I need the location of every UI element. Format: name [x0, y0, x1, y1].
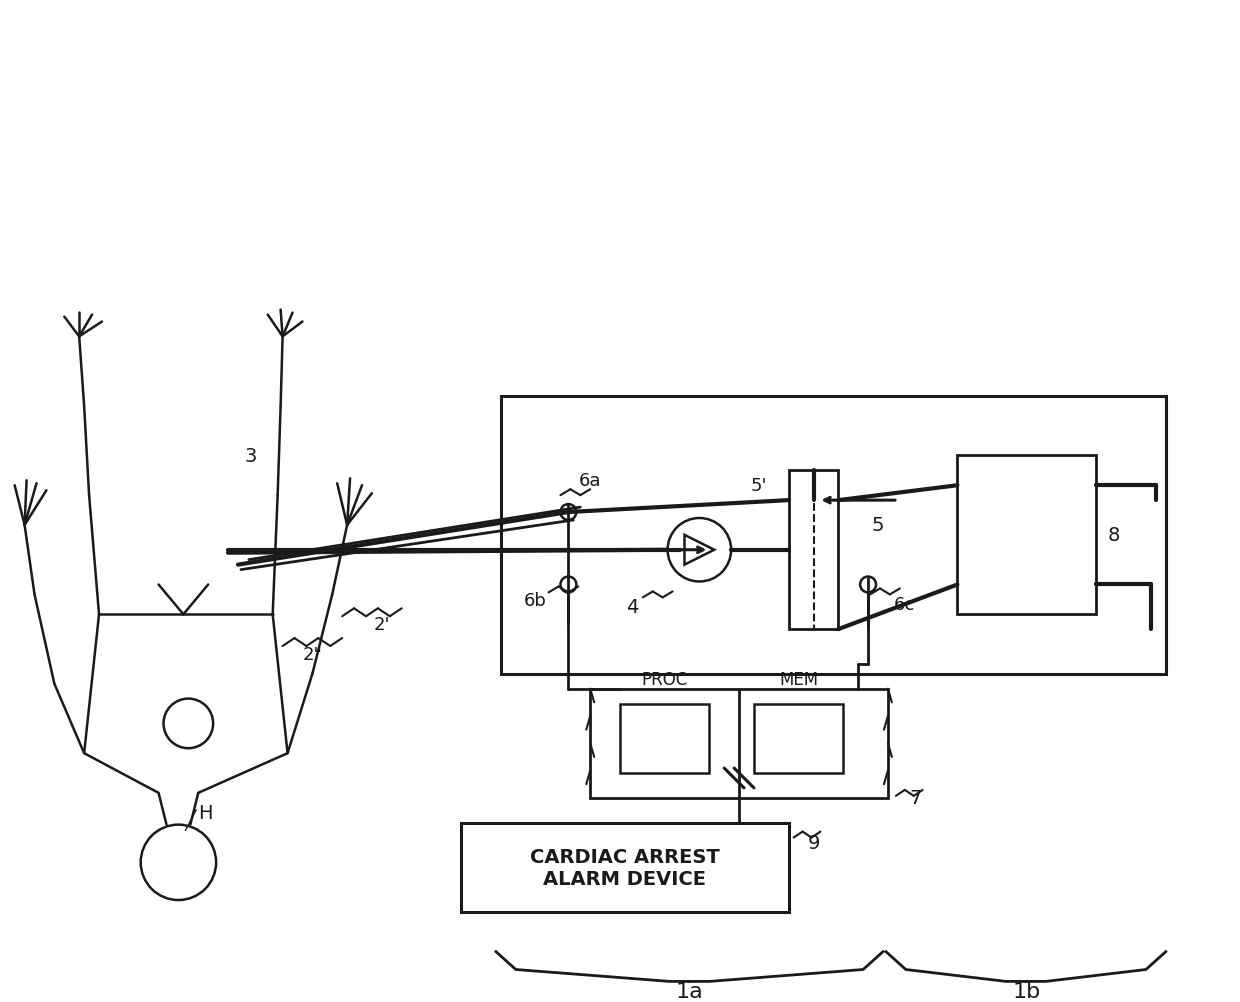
- Bar: [789, 471, 838, 629]
- Bar: [590, 689, 888, 798]
- Text: 2': 2': [373, 615, 391, 633]
- Bar: [620, 703, 709, 774]
- Text: 1b: 1b: [1013, 981, 1042, 1001]
- Text: PROC: PROC: [641, 670, 688, 688]
- Text: 8: 8: [1109, 526, 1121, 545]
- Text: 4: 4: [626, 597, 639, 616]
- Text: 6c: 6c: [894, 596, 915, 613]
- Text: CARDIAC ARREST
ALARM DEVICE: CARDIAC ARREST ALARM DEVICE: [529, 847, 720, 888]
- Bar: [957, 456, 1096, 614]
- Text: H: H: [198, 804, 213, 823]
- Text: MEM: MEM: [779, 670, 818, 688]
- Bar: [461, 823, 789, 912]
- Text: 9: 9: [807, 833, 820, 852]
- Bar: [754, 703, 843, 774]
- Circle shape: [560, 577, 577, 593]
- Circle shape: [667, 518, 732, 582]
- Text: 3: 3: [244, 447, 257, 466]
- Circle shape: [861, 577, 875, 593]
- Text: 5: 5: [872, 516, 884, 535]
- Circle shape: [560, 505, 577, 520]
- Text: 2": 2": [303, 645, 322, 663]
- Circle shape: [140, 825, 216, 900]
- Text: 1a: 1a: [676, 981, 703, 1001]
- Text: 5': 5': [750, 477, 768, 495]
- Bar: [501, 397, 1166, 674]
- Polygon shape: [684, 535, 714, 565]
- Text: 7: 7: [909, 789, 921, 808]
- Circle shape: [164, 699, 213, 748]
- Text: 6b: 6b: [525, 592, 547, 610]
- Text: 6a: 6a: [579, 472, 601, 490]
